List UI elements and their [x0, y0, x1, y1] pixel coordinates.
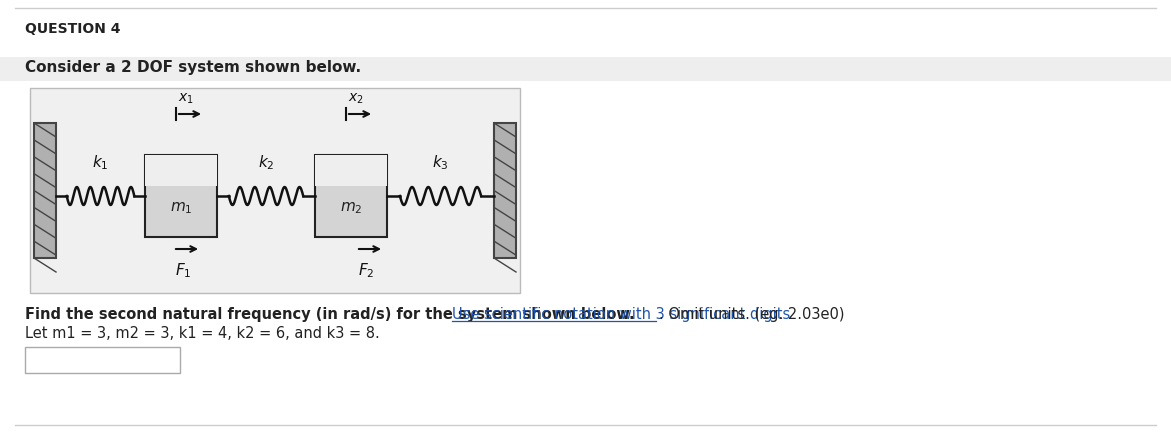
Text: $m_2$: $m_2$	[340, 200, 362, 216]
Text: Use scientific notation with 3 significant digits: Use scientific notation with 3 significa…	[452, 307, 790, 322]
Bar	[494, 123, 516, 258]
Bar	[34, 123, 56, 258]
Bar	[315, 155, 386, 237]
Text: Consider a 2 DOF system shown below.: Consider a 2 DOF system shown below.	[25, 60, 361, 75]
Text: $k_1$: $k_1$	[93, 153, 109, 172]
Bar	[145, 155, 217, 186]
Text: $x_2$: $x_2$	[348, 92, 364, 106]
Bar	[30, 88, 520, 293]
Text: Let m1 = 3, m2 = 3, k1 = 4, k2 = 6, and k3 = 8.: Let m1 = 3, m2 = 3, k1 = 4, k2 = 6, and …	[25, 326, 379, 341]
Text: QUESTION 4: QUESTION 4	[25, 22, 121, 36]
Text: $F_2$: $F_2$	[358, 261, 375, 280]
Text: $x_1$: $x_1$	[178, 92, 194, 106]
Text: $F_1$: $F_1$	[174, 261, 191, 280]
Bar	[145, 155, 217, 237]
Text: $m_1$: $m_1$	[170, 200, 192, 216]
Text: Find the second natural frequency (in rad/s) for the system shown below.: Find the second natural frequency (in ra…	[25, 307, 635, 322]
Bar	[0, 57, 1171, 81]
Bar	[25, 347, 180, 373]
Text: $k_2$: $k_2$	[258, 153, 274, 172]
Text: . Omit units. (eg. 2.03e0): . Omit units. (eg. 2.03e0)	[659, 307, 844, 322]
Bar	[315, 155, 386, 186]
Text: $k_3$: $k_3$	[432, 153, 448, 172]
